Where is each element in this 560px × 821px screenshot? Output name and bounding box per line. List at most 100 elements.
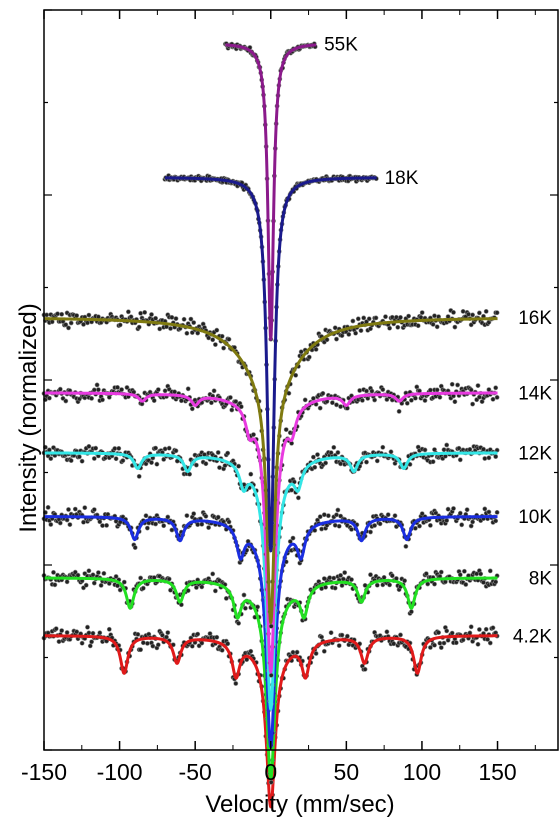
data-point <box>144 525 150 531</box>
data-point <box>468 387 474 393</box>
data-point <box>486 509 492 515</box>
data-point <box>402 578 407 584</box>
data-point <box>47 447 52 453</box>
data-point <box>332 585 338 591</box>
data-point <box>117 322 123 328</box>
series-label: 10K <box>518 507 552 528</box>
data-point <box>406 313 411 319</box>
data-point <box>470 312 475 318</box>
data-point <box>358 328 364 333</box>
data-point <box>460 308 466 314</box>
data-point <box>173 448 179 454</box>
data-point <box>153 315 158 321</box>
data-point <box>184 513 190 518</box>
data-point <box>140 640 146 646</box>
data-point <box>116 445 122 451</box>
data-point <box>457 457 463 463</box>
data-point <box>162 388 168 394</box>
data-point <box>350 318 356 324</box>
x-tick-label: 100 <box>403 759 441 785</box>
data-point <box>374 582 380 588</box>
y-axis-title: Intensity (normalized) <box>15 303 42 532</box>
data-point <box>423 571 429 577</box>
data-point <box>445 506 451 512</box>
data-point <box>222 463 228 468</box>
data-point <box>132 545 138 550</box>
data-point <box>236 463 241 469</box>
data-point <box>434 324 440 330</box>
data-point <box>59 628 65 633</box>
data-point <box>432 642 437 648</box>
data-point <box>364 459 369 465</box>
data-point <box>199 521 205 527</box>
data-point <box>320 390 326 396</box>
data-point <box>161 523 167 529</box>
data-point <box>331 444 337 450</box>
data-point <box>487 640 493 646</box>
data-point <box>306 354 312 360</box>
data-point <box>227 395 233 400</box>
data-point <box>342 570 348 575</box>
data-point <box>83 582 89 588</box>
data-point <box>106 581 112 586</box>
data-point <box>327 575 333 581</box>
data-point <box>441 447 447 453</box>
data-point <box>329 400 335 406</box>
data-point <box>255 604 260 610</box>
data-point <box>461 568 467 574</box>
data-point <box>85 624 90 630</box>
data-point <box>251 432 256 437</box>
data-point <box>459 522 465 528</box>
data-point <box>455 382 460 388</box>
data-point <box>67 522 73 527</box>
data-point <box>334 336 339 342</box>
data-point <box>153 445 158 451</box>
x-tick-label: 150 <box>478 759 516 785</box>
data-point <box>317 514 323 520</box>
data-point <box>136 473 142 479</box>
data-point <box>91 580 97 586</box>
data-point <box>128 314 134 320</box>
data-point <box>100 523 105 528</box>
data-point <box>432 581 437 587</box>
data-point <box>214 327 220 333</box>
data-point <box>64 517 70 523</box>
data-point <box>419 310 425 315</box>
data-point <box>49 319 55 325</box>
data-point <box>106 626 112 632</box>
data-point <box>312 464 318 470</box>
data-point <box>432 313 437 319</box>
data-point <box>452 399 458 405</box>
series-label: 4.2K <box>513 626 552 647</box>
data-point <box>353 330 358 336</box>
data-point <box>334 512 339 518</box>
data-point <box>486 455 492 461</box>
data-point <box>68 458 74 463</box>
data-point <box>294 649 300 655</box>
data-point <box>215 450 221 455</box>
data-point <box>79 458 85 464</box>
data-point <box>195 522 201 527</box>
data-point <box>144 641 150 646</box>
data-point <box>248 471 254 477</box>
data-point <box>223 596 229 601</box>
data-point <box>173 316 179 321</box>
data-point <box>444 628 450 634</box>
data-point <box>226 519 232 525</box>
data-point <box>44 312 50 318</box>
data-point <box>45 504 51 510</box>
data-point <box>221 345 226 351</box>
data-point <box>494 510 500 515</box>
data-point <box>115 384 120 390</box>
data-point <box>217 465 222 470</box>
data-point <box>463 582 469 587</box>
data-point <box>468 624 474 630</box>
data-point <box>155 642 161 648</box>
data-point <box>408 397 414 403</box>
data-point <box>104 523 109 528</box>
data-point <box>47 395 52 401</box>
data-point <box>438 645 444 650</box>
data-point <box>113 456 119 462</box>
data-point <box>214 634 220 640</box>
data-point <box>149 460 154 465</box>
